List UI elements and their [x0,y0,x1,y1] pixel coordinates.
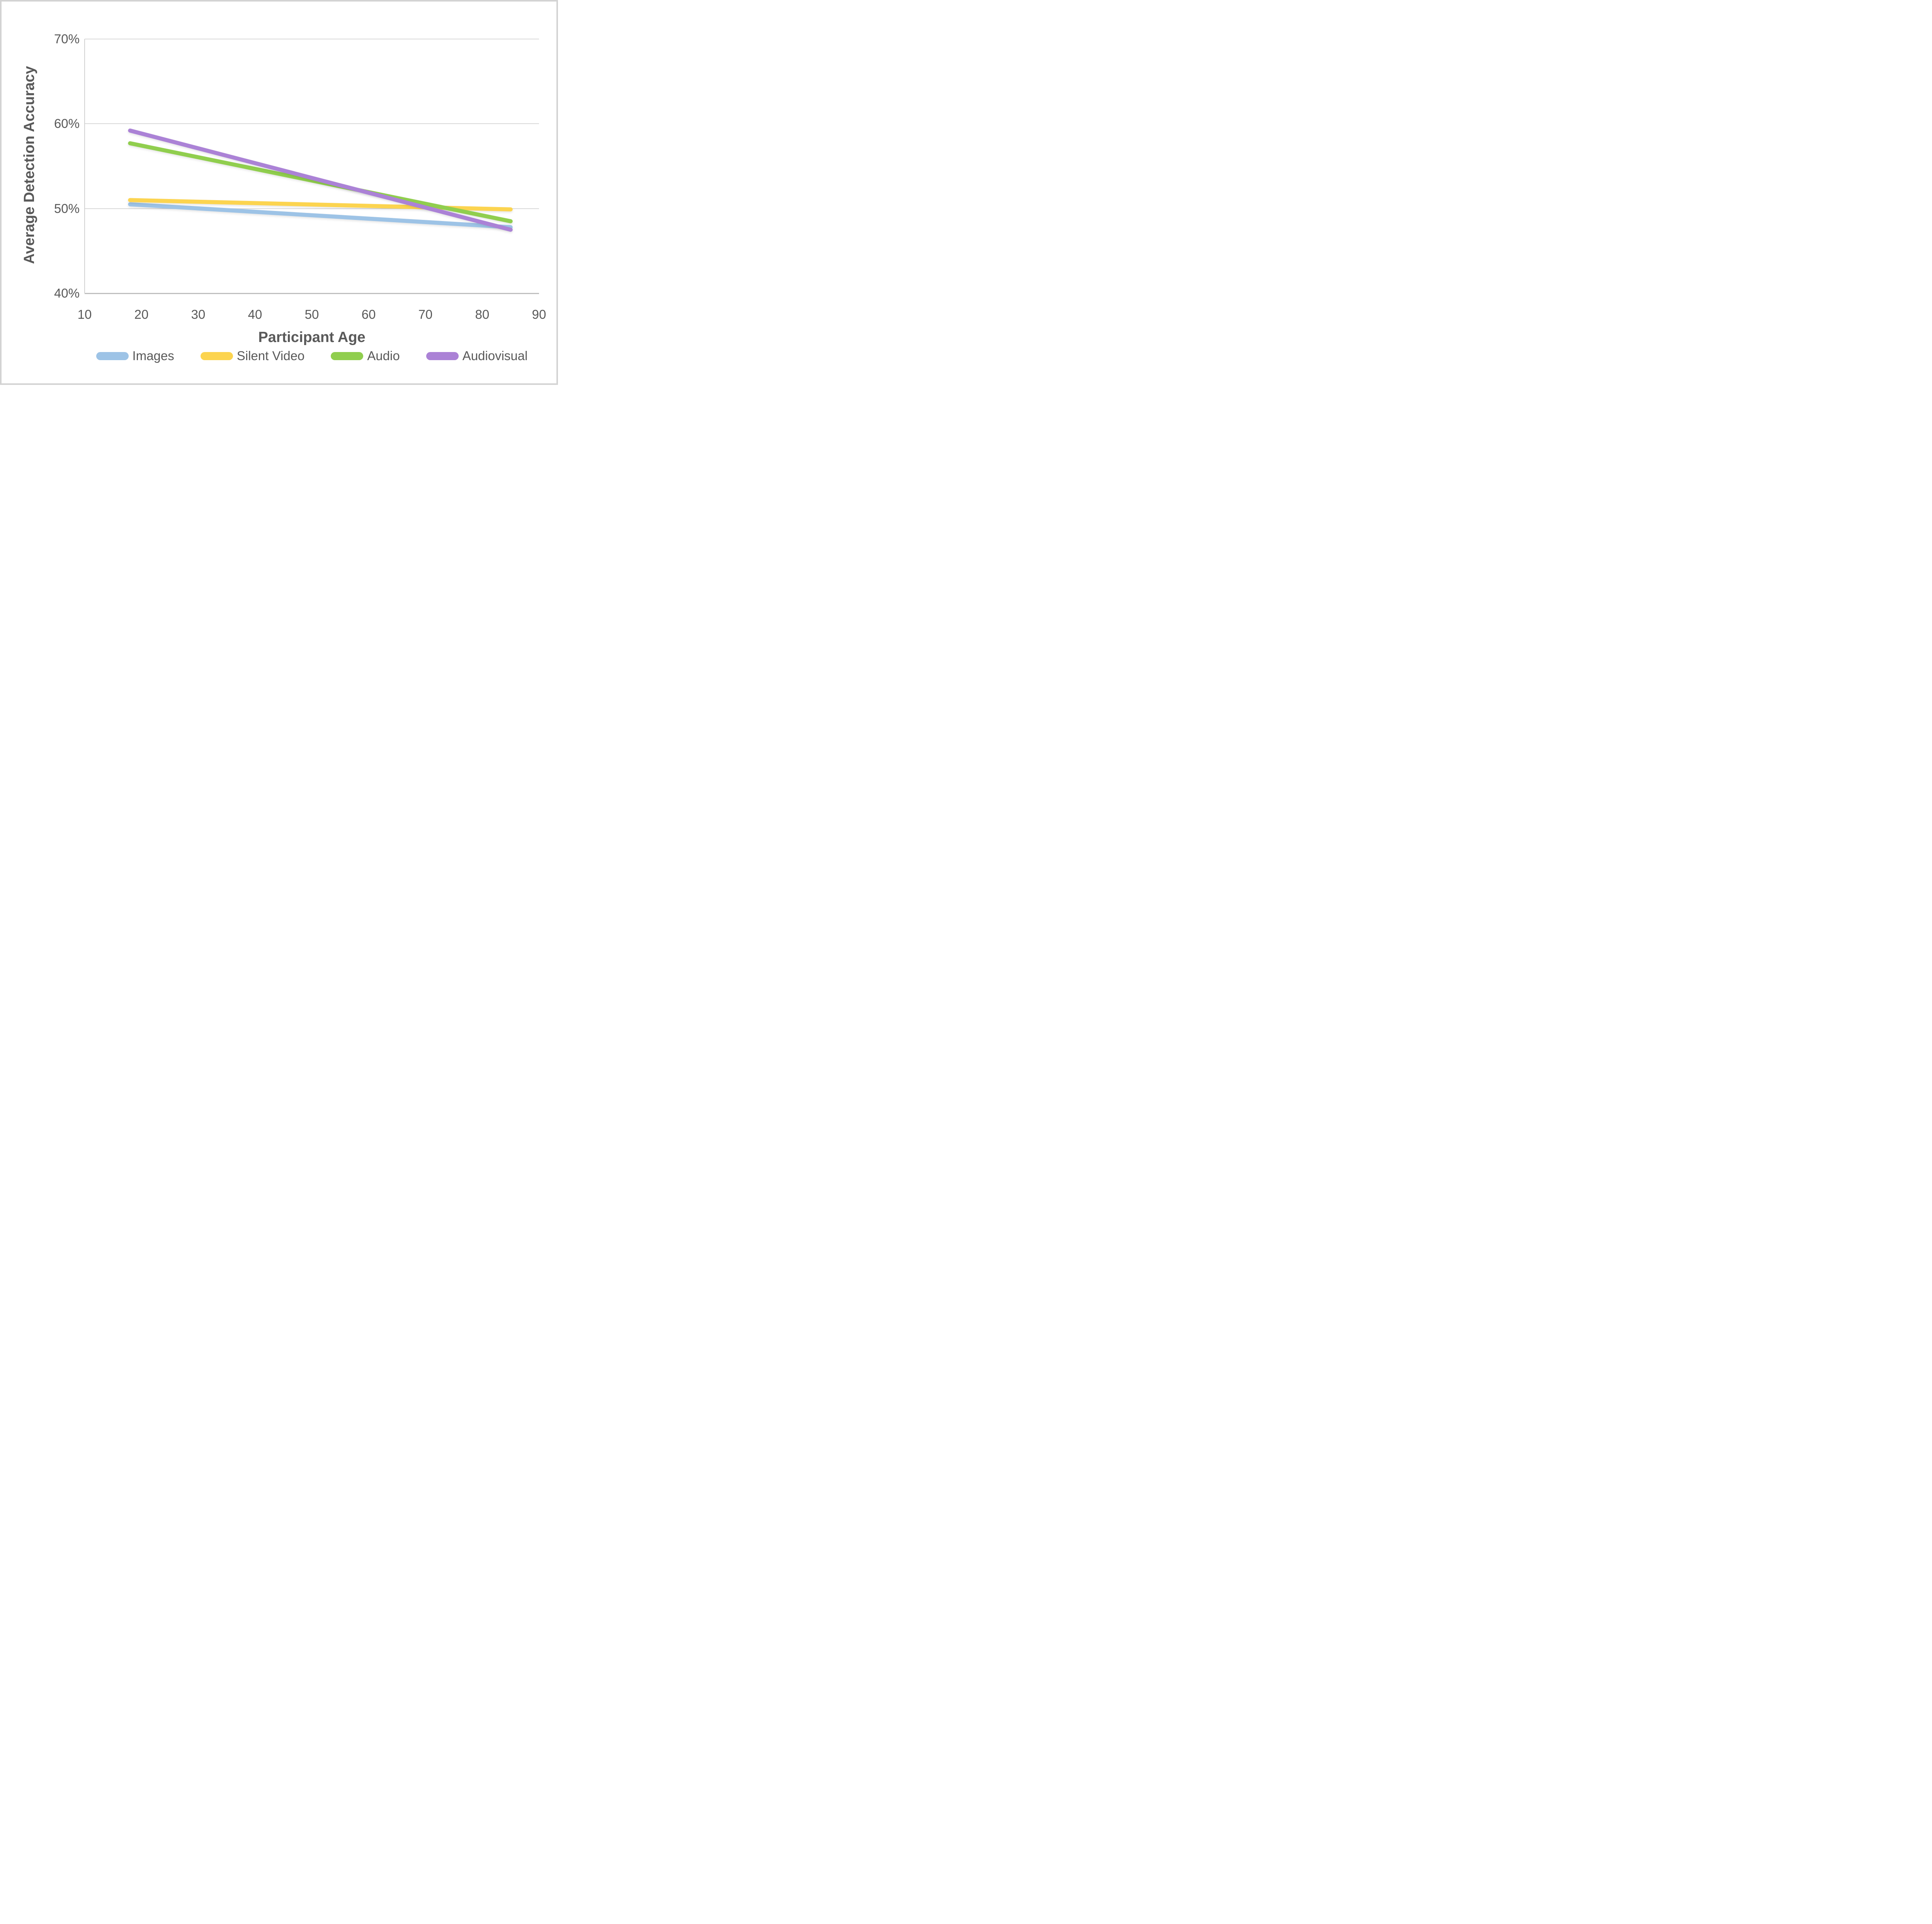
gridline-60 [85,123,539,124]
x-tick-50: 50 [304,307,319,322]
legend: Images Silent Video Audio Audiovisual [85,349,539,363]
x-tick-20: 20 [134,307,149,322]
x-tick-70: 70 [418,307,433,322]
audiovisual-line-swatch [426,352,459,360]
gridline-50 [85,208,539,209]
legend-label-images: Images [132,349,174,363]
legend-item-audiovisual: Audiovisual [426,349,528,363]
images-line-swatch [96,352,129,360]
x-axis-line [85,293,539,294]
x-tick-90: 90 [532,307,546,322]
x-tick-80: 80 [475,307,490,322]
legend-label-audio: Audio [367,349,400,363]
y-tick-40: 40% [54,286,80,300]
chart-canvas: Average Detection Accuracy 70% 60% 50% 40% … [0,0,558,385]
plot-area [128,128,513,232]
line-images [128,202,513,230]
x-tick-10: 10 [77,307,92,322]
audio-line-swatch [331,352,364,360]
x-tick-60: 60 [361,307,376,322]
y-tick-70: 70% [54,32,80,46]
y-tick-60: 60% [54,116,80,131]
line-audiovisual [128,128,513,232]
legend-label-audiovisual: Audiovisual [462,349,528,363]
y-axis-title: Average Detection Accuracy [21,66,37,264]
legend-item-silent-video: Silent Video [200,349,305,363]
x-axis-title: Participant Age [258,329,366,345]
line-audio [128,141,513,223]
legend-label-silent-video: Silent Video [236,349,305,363]
y-tick-50: 50% [54,201,80,216]
y-axis-line [84,39,85,293]
x-tick-30: 30 [191,307,206,322]
x-tick-40: 40 [248,307,262,322]
legend-item-audio: Audio [331,349,400,363]
silent-video-line-swatch [200,352,233,360]
legend-item-images: Images [96,349,174,363]
